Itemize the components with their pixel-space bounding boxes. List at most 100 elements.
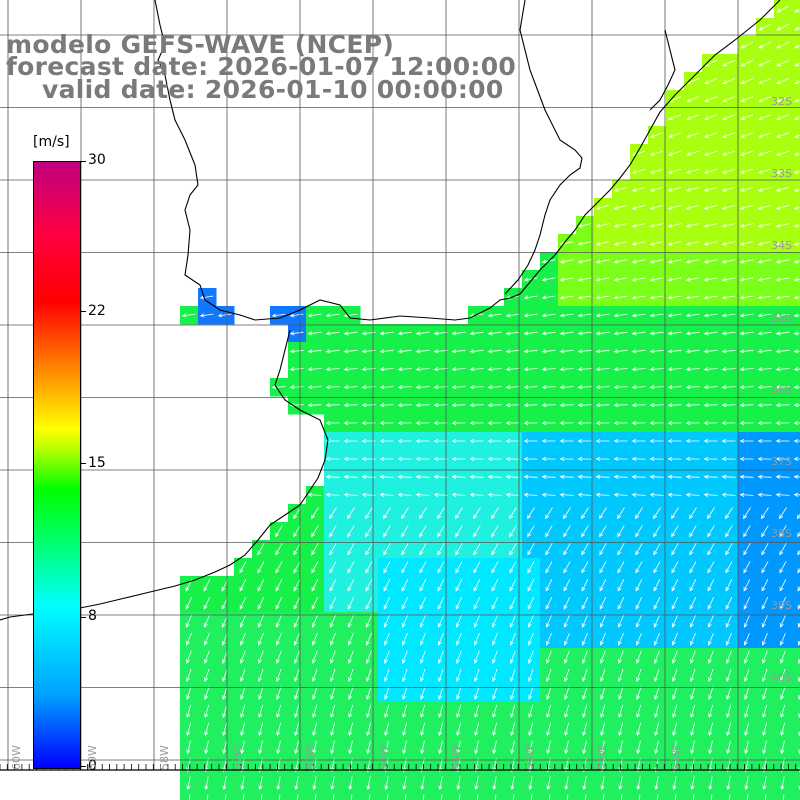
wind-arrow <box>726 704 732 719</box>
forecast-date: forecast date: 2026-01-07 12:00:00 <box>6 52 517 81</box>
wind-arrow <box>761 632 768 646</box>
wind-arrow <box>384 686 390 701</box>
wind-arrow <box>437 632 444 646</box>
wind-arrow <box>509 525 517 538</box>
wind-arrow <box>689 543 697 556</box>
field-cell <box>558 792 577 800</box>
wind-arrow <box>595 277 610 282</box>
wind-arrow <box>793 313 800 318</box>
wind-arrow <box>721 168 736 174</box>
wind-arrow <box>613 331 628 336</box>
field-cell <box>702 792 721 800</box>
wind-arrow <box>757 385 772 390</box>
wind-arrow <box>685 492 700 497</box>
wind-arrow <box>761 596 769 610</box>
wind-arrow <box>330 740 335 755</box>
lat-label: 33S <box>771 167 792 180</box>
wind-arrow <box>600 758 605 773</box>
wind-arrow <box>757 438 772 444</box>
wind-arrow <box>492 740 497 755</box>
wind-arrow <box>577 313 592 318</box>
wind-arrow <box>271 385 286 390</box>
wind-arrow <box>793 223 800 228</box>
wind-arrow <box>707 650 714 664</box>
wind-arrow <box>595 331 610 336</box>
wind-arrow <box>721 150 736 156</box>
wind-arrow <box>649 385 664 390</box>
wind-arrow <box>775 259 790 264</box>
wind-arrow <box>505 313 520 318</box>
coastline <box>0 0 781 621</box>
wind-arrow <box>721 403 736 408</box>
wind-arrow <box>740 41 754 49</box>
wind-arrow <box>721 223 736 228</box>
wind-arrow <box>649 259 664 264</box>
wind-arrow <box>775 150 790 156</box>
wind-arrow <box>474 668 480 682</box>
wind-arrow <box>703 492 718 497</box>
wind-arrow <box>599 596 607 610</box>
wind-arrow <box>721 438 736 444</box>
wind-arrow <box>311 596 319 610</box>
wind-arrow <box>703 204 718 210</box>
wind-arrow <box>451 420 466 426</box>
wind-arrow <box>667 492 682 497</box>
wind-arrow <box>775 204 790 210</box>
wind-arrow <box>793 385 800 390</box>
wind-arrow <box>613 349 628 354</box>
wind-arrow <box>397 456 412 462</box>
wind-arrow <box>528 686 534 701</box>
wind-arrow <box>523 385 538 390</box>
wind-arrow <box>366 686 372 701</box>
wind-arrow <box>793 349 800 354</box>
wind-arrow <box>672 722 678 737</box>
wind-arrow <box>631 241 646 246</box>
wind-arrow <box>491 579 499 592</box>
wind-arrow <box>487 367 502 372</box>
wind-arrow <box>775 420 790 426</box>
wind-arrow <box>613 438 628 444</box>
wind-arrow <box>397 492 412 497</box>
wind-arrow <box>505 474 520 479</box>
wind-speed-field <box>180 0 800 800</box>
wind-arrow <box>325 349 340 354</box>
wind-arrow <box>746 794 749 800</box>
wind-arrow <box>545 596 553 610</box>
wind-arrow <box>668 132 682 138</box>
wind-arrow <box>186 722 192 737</box>
wind-arrow <box>744 686 750 701</box>
wind-arrow <box>743 650 750 664</box>
wind-arrow <box>740 114 754 121</box>
wind-arrow <box>649 168 664 174</box>
wind-arrow <box>704 78 718 85</box>
wind-arrow <box>487 456 502 462</box>
wind-arrow <box>293 614 300 628</box>
wind-arrow <box>548 794 551 800</box>
wind-arrow <box>258 776 263 791</box>
wind-arrow <box>257 579 265 592</box>
lon-label: 54W <box>450 745 463 770</box>
wind-arrow <box>600 776 605 791</box>
wind-arrow <box>654 704 660 719</box>
wind-arrow <box>505 367 520 372</box>
wind-arrow <box>775 313 790 318</box>
wind-arrow <box>397 420 412 426</box>
wind-arrow <box>491 632 498 646</box>
wind-arrow <box>185 596 193 610</box>
wind-arrow <box>473 525 481 538</box>
wind-arrow <box>580 507 589 520</box>
wind-arrow <box>325 456 340 462</box>
wind-arrow <box>258 668 264 682</box>
wind-arrow <box>487 331 502 336</box>
wind-arrow <box>559 277 574 282</box>
wind-arrow <box>329 543 337 556</box>
wind-arrow <box>510 740 515 755</box>
wind-arrow <box>419 525 427 538</box>
wind-arrow <box>456 758 461 773</box>
wind-arrow <box>613 259 628 264</box>
wind-arrow <box>433 492 448 497</box>
wind-arrow <box>794 98 800 103</box>
wind-arrow <box>348 722 354 737</box>
lat-label: 34S <box>771 239 792 252</box>
wind-arrow <box>472 507 481 520</box>
